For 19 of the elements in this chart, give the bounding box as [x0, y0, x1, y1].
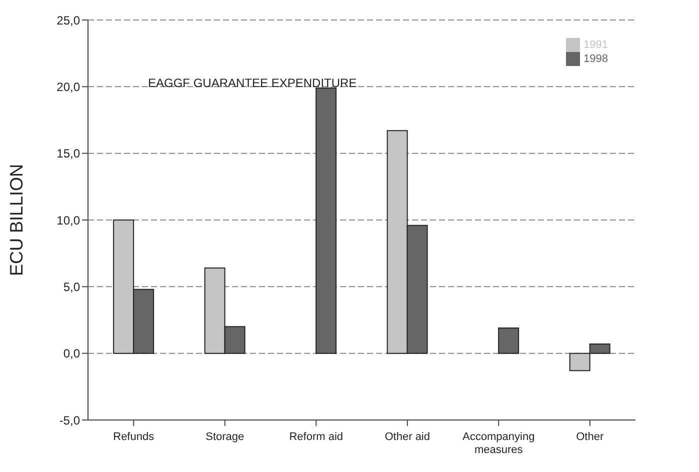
bar — [316, 88, 337, 354]
x-tick-label: Accompanying measures — [462, 431, 535, 456]
y-tick-label: 10,0 — [56, 213, 80, 228]
y-tick-label: 25,0 — [56, 13, 80, 28]
y-tick-label: -5,0 — [59, 413, 80, 428]
bar — [498, 328, 520, 354]
x-tick-label: Other aid — [384, 431, 430, 443]
x-tick-label: Storage — [206, 431, 244, 443]
y-tick-label: 5,0 — [63, 280, 80, 294]
text: EAGGF GUARANTEE EXPENDITURE — [148, 76, 357, 90]
x-tick-label: Refunds — [113, 431, 155, 443]
legend-label: 1991 — [584, 38, 608, 51]
x-tick-label: Reform aid — [289, 431, 344, 443]
y-axis-title: ECU BILLION — [6, 164, 26, 276]
legend-label: 1998 — [584, 52, 608, 65]
y-tick-label: 15,0 — [56, 146, 80, 161]
x-tick-label: Other — [576, 431, 604, 443]
y-tick-label: 0,0 — [63, 346, 80, 361]
y-tick-label: 20,0 — [56, 80, 80, 94]
